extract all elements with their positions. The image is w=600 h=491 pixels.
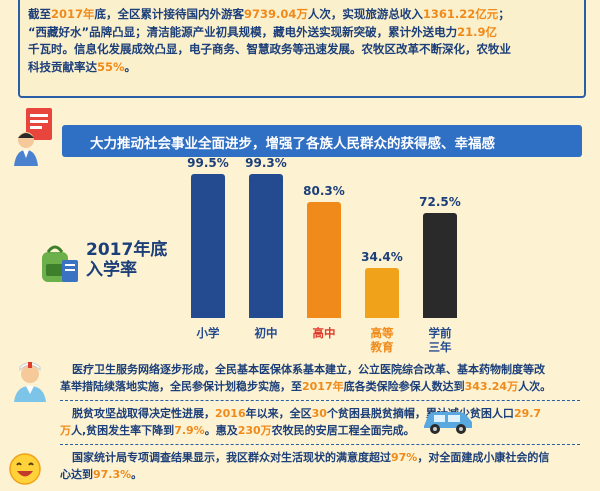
chart-side-label: 2017年底 入学率 — [86, 240, 167, 280]
text: 科技贡献率达 — [28, 59, 97, 74]
bar-value-label: 72.5% — [419, 194, 461, 209]
health-line-1: 医疗卫生服务网络逐步形成，全民基本医保体系基本建立，公立医院综合改革、基本药物制… — [72, 363, 545, 376]
highlight-population: 29.7 — [513, 407, 542, 420]
text: 革举措陆续落地实施，全民参保计划稳步实施，至 — [60, 379, 302, 393]
section-title: 大力推动社会事业全面进步，增强了各族人民群众的获得感、幸福感 — [90, 136, 495, 152]
text: 人次，实现旅游总收入 — [307, 7, 423, 21]
text: ，对全面建成小康社会的信 — [417, 451, 550, 464]
health-paragraph: 医疗卫生服务网络逐步形成，全民基本医保体系基本建立，公立医院综合改革、基本药物制… — [60, 362, 590, 395]
section-banner: 大力推动社会事业全面进步，增强了各族人民群众的获得感、幸福感 — [62, 125, 582, 157]
document-icon — [14, 108, 52, 166]
text: 。 — [124, 59, 137, 74]
divider — [60, 444, 580, 445]
highlight-power: 21.9亿 — [457, 24, 497, 39]
smiley-icon — [9, 453, 41, 485]
highlight-insured: 343.24万 — [464, 379, 519, 393]
bar-4 — [365, 268, 399, 318]
bar-value-label: 80.3% — [303, 183, 345, 198]
highlight-income: 1361.22亿元 — [422, 7, 499, 21]
survey-paragraph: 国家统计局专项调查结果显示，我区群众对生活现状的满意度超过97%，对全面建成小康… — [60, 450, 590, 483]
text: “西藏好水”品牌凸显；清洁能源产业初具规模，藏电外送实现新突破，累计外送电力 — [28, 24, 458, 39]
summary-box — [18, 0, 586, 98]
summary-line-2: “西藏好水”品牌凸显；清洁能源产业初具规模，藏电外送实现新突破，累计外送电力21… — [28, 24, 568, 42]
summary-line-1: 截至2017年底，全区累计接待国内外游客9739.04万人次，实现旅游总收入13… — [28, 6, 568, 24]
highlight-satisfaction: 97% — [391, 451, 418, 464]
text: 截至 — [28, 7, 51, 21]
highlight-unit: 万 — [60, 423, 71, 437]
category-label: 小学 — [196, 326, 220, 340]
highlight-herders: 230万 — [237, 423, 272, 437]
text: 。惠及 — [204, 423, 238, 437]
text: ； — [498, 7, 510, 21]
bar-value-label: 99.3% — [245, 156, 287, 171]
side-label-line-1: 2017年底 — [86, 240, 168, 260]
category-label: 高中 — [312, 326, 336, 340]
highlight-rate: 55% — [97, 59, 125, 74]
school-bag-icon — [42, 245, 78, 282]
summary-line-4: 科技贡献率达55%。 — [28, 59, 568, 77]
text: 国家统计局专项调查结果显示，我区群众对生活现状的满意度超过 — [72, 451, 391, 464]
text: 脱贫攻坚战取得决定性进展， — [72, 407, 215, 420]
bar-value-label: 34.4% — [361, 250, 403, 265]
bar-1 — [191, 173, 225, 318]
car-icon — [424, 412, 472, 434]
text: 底，全区累计接待国内外游客 — [94, 7, 245, 21]
nurse-icon — [14, 362, 46, 402]
category-label: 学前 三年 — [428, 326, 452, 354]
text: 年以来，全区 — [245, 407, 312, 420]
survey-line-1: 国家统计局专项调查结果显示，我区群众对生活现状的满意度超过97%，对全面建成小康… — [60, 450, 590, 467]
side-label-line-2: 入学率 — [86, 260, 137, 280]
poverty-line-2: 万人,贫困发生率下降到7.9%。惠及230万农牧民的安居工程全面完成。 — [60, 423, 590, 440]
highlight-counties: 30 — [311, 407, 327, 420]
bar-5 — [423, 212, 457, 318]
bar-value-label: 99.5% — [187, 155, 229, 170]
text: 人次。 — [518, 379, 552, 393]
highlight-confidence: 97.3% — [93, 467, 132, 481]
text: 底各类保险参保人数达到 — [343, 379, 465, 393]
text: 。 — [131, 467, 143, 481]
enrollment-bar-chart: 99.5% 小学 99.3% 初中 80.3% 高中 34.4% 高等 教育 72.5% 学前 三年 — [170, 156, 470, 373]
category-label: 高等 教育 — [370, 326, 394, 354]
summary-line-3: 千瓦时。信息化发展成效凸显，电子商务、智慧政务等迅速发展。农牧区改革不断深化，农… — [28, 41, 568, 59]
health-line-2: 革举措陆续落地实施，全民参保计划稳步实施，至2017年底各类保险参保人数达到34… — [60, 379, 590, 396]
highlight-year: 2017年 — [51, 7, 95, 21]
text: 千瓦时。信息化发展成效凸显，电子商务、智慧政务等迅速发展。农牧区改革不断深化，农… — [28, 42, 511, 56]
highlight-year: 2016 — [215, 407, 246, 420]
highlight-year: 2017年 — [302, 379, 344, 393]
survey-line-2: 心达到97.3%。 — [60, 467, 590, 484]
bar-3 — [307, 201, 341, 318]
divider — [60, 400, 580, 401]
text: 心达到 — [60, 467, 93, 481]
poverty-paragraph: 脱贫攻坚战取得决定性进展，2016年以来，全区30个贫困县脱贫摘帽，累计减少贫困… — [60, 406, 590, 439]
category-label: 初中 — [254, 326, 278, 340]
poverty-line-1: 脱贫攻坚战取得决定性进展，2016年以来，全区30个贫困县脱贫摘帽，累计减少贫困… — [60, 406, 590, 423]
highlight-poverty-rate: 7.9% — [174, 423, 205, 437]
text: 人,贫困发生率下降到 — [71, 423, 175, 437]
bar-2 — [249, 174, 283, 318]
summary-text: 截至2017年底，全区累计接待国内外游客9739.04万人次，实现旅游总收入13… — [28, 6, 568, 76]
text: 农牧民的安居工程全面完成。 — [271, 423, 415, 437]
highlight-tourists: 9739.04万 — [244, 7, 308, 21]
